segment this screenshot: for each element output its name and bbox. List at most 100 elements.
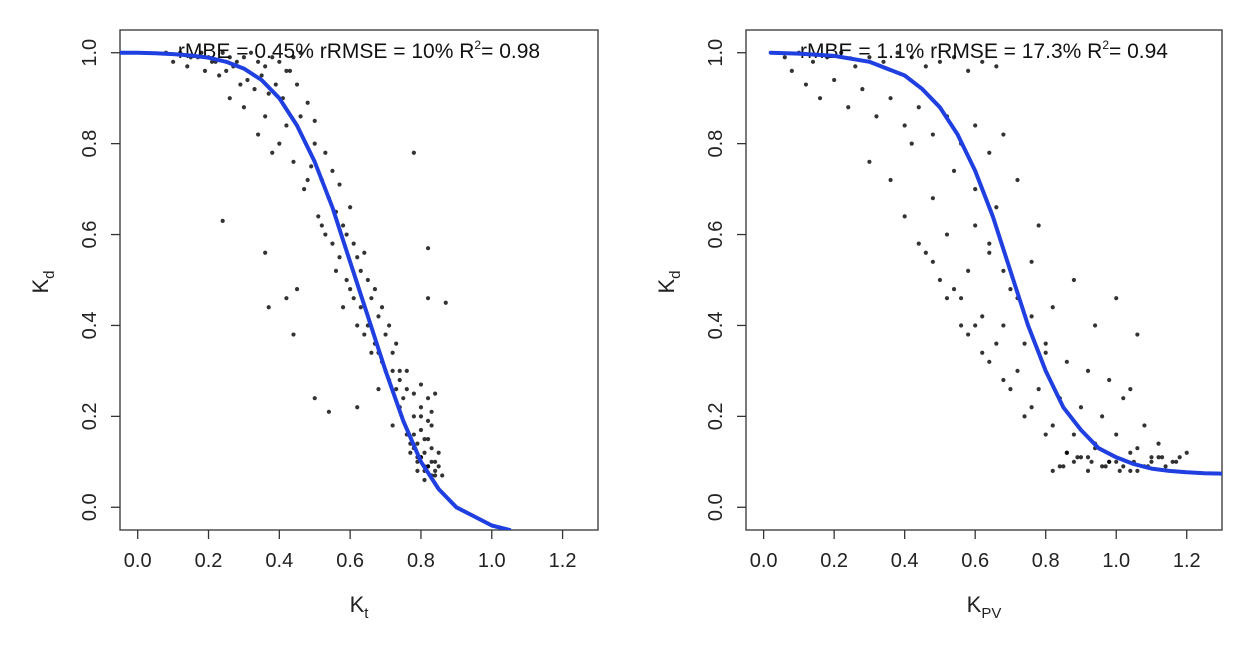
data-point <box>1029 405 1034 410</box>
data-point <box>362 250 367 255</box>
x-tick-label: 0.8 <box>1032 550 1060 572</box>
data-point <box>1156 441 1161 446</box>
data-point <box>930 259 935 264</box>
data-point <box>916 241 921 246</box>
data-point <box>255 59 261 64</box>
data-point <box>277 141 282 146</box>
data-point <box>291 159 296 164</box>
data-point <box>1036 386 1041 392</box>
x-tick-label: 0.6 <box>336 550 364 572</box>
data-point <box>1050 468 1055 474</box>
data-point <box>425 418 431 424</box>
data-point <box>273 82 278 87</box>
data-point <box>1156 455 1161 460</box>
x-tick-label: 0.8 <box>407 550 435 572</box>
data-point <box>340 223 346 228</box>
data-point <box>902 214 907 219</box>
data-point <box>429 423 434 428</box>
data-point <box>987 250 992 255</box>
data-point <box>846 105 851 110</box>
data-point <box>386 323 392 328</box>
data-point <box>411 150 416 155</box>
data-point <box>1135 332 1140 337</box>
data-point <box>1092 323 1098 328</box>
data-point <box>853 64 858 69</box>
data-point <box>277 59 282 64</box>
y-axis-label: Kd <box>28 270 58 293</box>
fit-curve <box>768 50 1222 476</box>
data-point <box>312 118 317 124</box>
data-point <box>348 286 353 292</box>
y-tick-label: 0.2 <box>705 402 727 430</box>
data-point <box>980 350 985 355</box>
data-point <box>394 341 399 346</box>
y-tick-label: 0.6 <box>79 221 101 249</box>
data-point <box>333 268 339 274</box>
data-point <box>305 177 310 183</box>
data-point <box>973 223 978 228</box>
data-point <box>832 77 837 83</box>
data-point <box>266 91 271 96</box>
data-point <box>1107 377 1112 383</box>
data-point <box>1163 464 1168 469</box>
data-point <box>425 436 431 442</box>
data-point <box>418 405 424 410</box>
x-tick-label: 1.2 <box>1173 550 1201 572</box>
data-point <box>951 168 957 174</box>
data-point <box>994 205 999 210</box>
data-point <box>1075 455 1080 460</box>
data-point <box>1008 386 1013 392</box>
data-point <box>312 396 317 401</box>
data-point <box>810 59 816 64</box>
data-point <box>259 73 264 78</box>
data-point <box>1001 377 1006 383</box>
data-point <box>902 123 907 128</box>
data-point <box>351 241 356 246</box>
data-point <box>874 114 879 119</box>
data-point <box>1001 132 1006 137</box>
data-point <box>1022 341 1027 346</box>
data-point <box>1103 464 1108 469</box>
data-point <box>966 268 971 274</box>
data-point <box>383 332 388 337</box>
data-point <box>1001 268 1006 274</box>
data-point <box>1128 386 1133 392</box>
data-point <box>241 105 247 110</box>
data-point <box>980 314 985 319</box>
data-point <box>220 218 225 224</box>
data-point <box>1043 432 1048 437</box>
y-tick-label: 0.4 <box>705 312 727 340</box>
x-tick-label: 0.4 <box>891 550 919 572</box>
data-point <box>944 296 950 301</box>
x-tick-label: 1.0 <box>1102 550 1130 572</box>
data-point <box>358 268 363 274</box>
data-point <box>376 386 381 392</box>
data-point <box>263 64 268 69</box>
data-point <box>291 55 296 60</box>
data-point <box>234 59 239 64</box>
data-point <box>390 423 395 428</box>
data-point <box>202 68 208 74</box>
data-point <box>397 368 402 374</box>
data-point <box>411 414 416 419</box>
data-point <box>860 86 865 92</box>
y-tick-label: 0.6 <box>705 221 727 249</box>
data-point <box>1015 177 1020 183</box>
rrmse-text: rRMSE = 17.3% <box>930 40 1081 63</box>
data-point <box>1128 450 1133 455</box>
data-point <box>1135 468 1140 474</box>
data-point <box>1149 459 1154 464</box>
data-point <box>1078 455 1084 460</box>
data-point <box>255 132 261 137</box>
data-point <box>220 50 225 55</box>
data-point <box>418 414 424 419</box>
data-point <box>1001 323 1006 328</box>
x-axis-ticks: 0.0 0.2 0.4 0.6 0.8 1.0 1.2 <box>750 530 1201 572</box>
y-axis-ticks: 0.0 0.2 0.4 0.6 0.8 1.0 <box>79 39 120 521</box>
r2-label: R <box>1087 40 1102 63</box>
data-point <box>199 50 204 55</box>
data-point <box>782 55 787 60</box>
data-point <box>330 168 335 174</box>
r2-sup: 2 <box>1102 38 1109 52</box>
data-point <box>1121 464 1126 469</box>
